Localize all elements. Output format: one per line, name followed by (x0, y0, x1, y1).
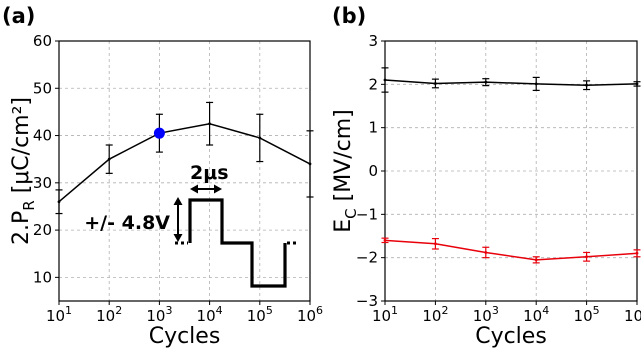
y-axis-label: 2.PR [μC/cm²] (9, 97, 38, 245)
x-tick-label: 106 (624, 304, 641, 325)
series-line-1 (384, 239, 638, 261)
y-tick-label: −2 (356, 249, 378, 267)
data-point (534, 82, 538, 86)
y-axis-label: EC [MV/cm] (331, 109, 360, 233)
x-tick-label: 105 (247, 304, 273, 325)
amp-arrow-top-head (173, 197, 183, 205)
data-point (208, 122, 212, 126)
x-tick-label: 104 (197, 304, 223, 325)
pulse-width-label: 2μs (190, 162, 229, 184)
y-tick-label: 20 (33, 221, 52, 239)
x-tick-label: 101 (372, 304, 398, 325)
y-tick-label: 40 (33, 127, 52, 145)
width-arrow-left-head (190, 184, 198, 194)
y-tick-label: 50 (33, 79, 52, 97)
y-tick-label: 0 (368, 162, 378, 180)
data-point (434, 242, 437, 246)
y-tick-label: 2 (368, 75, 378, 93)
data-point (534, 258, 538, 262)
x-tick-label: 104 (523, 304, 549, 325)
pulse-waveform (188, 198, 287, 288)
data-point (258, 136, 262, 140)
x-axis-label: Cycles (475, 324, 547, 348)
plot-frame (58, 40, 311, 302)
x-tick-label: 106 (297, 304, 323, 325)
data-point (635, 82, 639, 86)
panel-a-letter: (a) (2, 4, 35, 28)
x-axis-label: Cycles (149, 324, 221, 348)
y-tick-label: 10 (33, 268, 52, 286)
y-tick-label: 30 (33, 174, 52, 192)
width-arrow-right-head (214, 184, 222, 194)
data-point (585, 83, 588, 87)
panel-a: (a) 101 102 103 104 105 106 10 20 30 40 50 60 Cycles… (2, 4, 323, 348)
amplitude-label: +/- 4.8V (84, 212, 170, 234)
x-tick-label: 102 (422, 304, 448, 325)
x-tick-label: 103 (473, 304, 499, 325)
data-point (635, 251, 639, 255)
x-tick-label: 105 (574, 304, 600, 325)
series-line-0 (384, 79, 638, 86)
data-point (308, 162, 312, 166)
data-point (484, 251, 488, 254)
x-tick-label: 102 (96, 304, 122, 325)
data-point (107, 157, 111, 161)
panel-b: (b) 101 102 103 104 105 106 −3 −2 −1 0 1 2 3 Cycles EC… (331, 4, 641, 348)
data-point (383, 78, 387, 82)
data-point (585, 255, 588, 259)
y-tick-label: 60 (33, 32, 52, 50)
x-tick-label: 103 (146, 304, 172, 325)
y-tick-label: 3 (368, 32, 378, 50)
y-tick-label: −1 (356, 205, 378, 223)
y-tick-label: 1 (368, 119, 378, 137)
data-point (57, 200, 61, 204)
series-line-0 (58, 122, 311, 203)
y-tick-label: −3 (356, 292, 378, 310)
data-point (484, 80, 488, 84)
data-point (383, 238, 387, 242)
panel-b-letter: (b) (332, 4, 366, 28)
data-point (434, 82, 437, 85)
amp-arrow-bottom-head (173, 234, 183, 242)
highlight-point (153, 127, 165, 139)
x-tick-label: 101 (46, 304, 72, 325)
